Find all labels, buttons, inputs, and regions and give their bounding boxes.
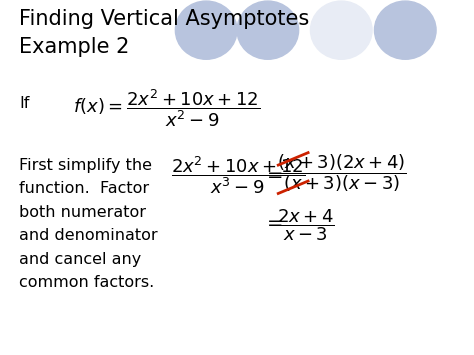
Ellipse shape <box>175 1 237 59</box>
Text: $\dfrac{(x+3)(2x+4)}{(x+3)(x-3)}$: $\dfrac{(x+3)(2x+4)}{(x+3)(x-3)}$ <box>277 152 407 193</box>
Ellipse shape <box>310 1 372 59</box>
Text: $\dfrac{2x+4}{x-3}$: $\dfrac{2x+4}{x-3}$ <box>277 208 335 243</box>
Text: Finding Vertical Asymptotes: Finding Vertical Asymptotes <box>19 9 309 29</box>
Text: Example 2: Example 2 <box>19 37 129 57</box>
Ellipse shape <box>237 1 299 59</box>
Text: If: If <box>19 96 29 111</box>
Text: $f(x)=\dfrac{2x^2+10x+12}{x^2-9}$: $f(x)=\dfrac{2x^2+10x+12}{x^2-9}$ <box>73 87 261 129</box>
Ellipse shape <box>374 1 436 59</box>
Text: $\dfrac{2x^2+10x+12}{x^3-9}$: $\dfrac{2x^2+10x+12}{x^3-9}$ <box>171 154 305 196</box>
Text: First simplify the
function.  Factor
both numerator
and denominator
and cancel a: First simplify the function. Factor both… <box>19 158 157 290</box>
Text: $=$: $=$ <box>263 164 283 184</box>
Text: $=$: $=$ <box>263 212 283 231</box>
